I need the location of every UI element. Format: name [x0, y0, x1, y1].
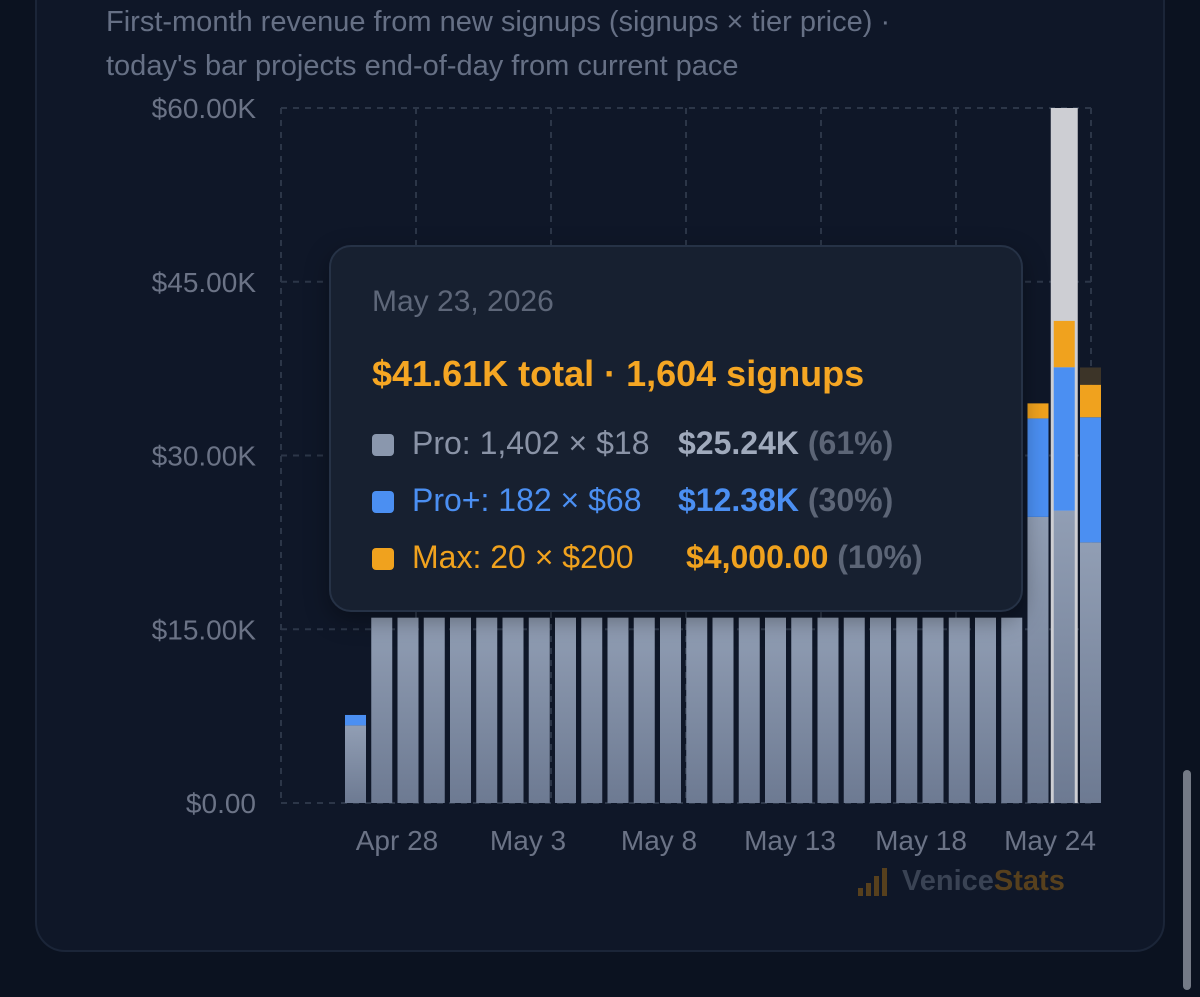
- tooltip-total: $41.61K total · 1,604 signups: [372, 353, 865, 394]
- bar-segment-pro: [712, 617, 734, 803]
- tooltip-date: May 23, 2026: [372, 285, 554, 318]
- tooltip-row-pro-plus: Pro+: 182 × $68 $12.38K (30%): [372, 482, 1012, 522]
- bar-chart-icon: [858, 868, 887, 896]
- bar-segment-pro: [1027, 516, 1049, 803]
- tooltip-row-amount-group: $4,000.00 (10%): [686, 539, 923, 576]
- tooltip-row-amount-group: $12.38K (30%): [678, 482, 893, 519]
- bar-segment-pro: [686, 617, 708, 803]
- chart-bars: [345, 108, 1101, 803]
- bar-segment-pro: [765, 617, 786, 803]
- y-axis-labels: $0.00 $15.00K $30.00K $45.00K $60.00K: [152, 93, 257, 819]
- pro-plus-swatch-icon: [372, 491, 394, 513]
- bar-segment-pro: [1001, 617, 1023, 803]
- tooltip-row-percent: (30%): [807, 482, 894, 518]
- x-axis-labels: Apr 28 May 3 May 8 May 13 May 18 May 24: [356, 825, 1096, 856]
- bar-segment-pro: [660, 617, 681, 803]
- chart-tooltip: May 23, 2026 $41.61K total · 1,604 signu…: [329, 245, 1023, 612]
- watermark-text: VeniceStats: [902, 865, 1065, 898]
- bar-segment-pro: [843, 617, 865, 803]
- tooltip-row-label: Max: 20 × $200: [412, 539, 634, 575]
- x-tick-label: May 8: [621, 825, 697, 856]
- bar-segment-pro: [870, 617, 891, 803]
- bar-segment-pro: [791, 617, 813, 803]
- bar-segment-max: [1053, 320, 1075, 368]
- watermark-part-1: Venice: [902, 864, 994, 897]
- bar-segment-pro: [607, 617, 629, 803]
- bar-segment-pro: [423, 617, 445, 803]
- page-scrollbar[interactable]: [1183, 770, 1191, 990]
- bar-segment-pro: [738, 617, 760, 803]
- bar-segment-pro: [817, 617, 839, 803]
- y-tick-label: $0.00: [186, 788, 256, 819]
- bar-segment-pro-plus: [1027, 418, 1049, 517]
- max-swatch-icon: [372, 548, 394, 570]
- bar-segment-pro: [476, 617, 498, 803]
- bar-segment-pro: [1080, 542, 1101, 803]
- bar-segment-max: [1027, 403, 1049, 419]
- venicestats-watermark: VeniceStats: [858, 862, 1065, 900]
- tooltip-row-amount-group: $25.24K (61%): [678, 425, 893, 462]
- tooltip-row-label: Pro: 1,402 × $18: [412, 425, 650, 461]
- bar-segment-pro: [896, 617, 918, 803]
- x-tick-label: Apr 28: [356, 825, 439, 856]
- bar-segment-pro: [975, 617, 996, 803]
- x-tick-label: May 3: [490, 825, 566, 856]
- bar-segment-pro: [528, 617, 550, 803]
- bar-segment-pro-plus: [1053, 367, 1075, 511]
- tooltip-row-amount: $12.38K: [678, 482, 799, 518]
- bar-segment-pro: [1053, 510, 1075, 803]
- tooltip-row-amount: $25.24K: [678, 425, 799, 461]
- y-tick-label: $45.00K: [152, 267, 257, 298]
- bar-segment-pro: [371, 617, 393, 803]
- tooltip-row-amount: $4,000.00: [686, 539, 829, 575]
- projection-segment: [1080, 367, 1101, 385]
- bar-segment-pro: [633, 617, 655, 803]
- bar-segment-pro: [502, 617, 524, 803]
- bar-segment-pro: [555, 617, 576, 803]
- bar-segment-max: [1080, 384, 1101, 418]
- bar-segment-pro-plus: [345, 714, 366, 726]
- bar-segment-pro: [450, 617, 471, 803]
- tooltip-row-percent: (61%): [807, 425, 894, 461]
- tooltip-row-max: Max: 20 × $200 $4,000.00 (10%): [372, 539, 1012, 579]
- y-tick-label: $60.00K: [152, 93, 257, 124]
- y-tick-label: $30.00K: [152, 441, 257, 472]
- tooltip-row-label: Pro+: 182 × $68: [412, 482, 642, 518]
- bar-segment-pro: [948, 617, 970, 803]
- subtitle-line-2: today's bar projects end-of-day from cur…: [106, 50, 739, 82]
- x-tick-label: May 24: [1004, 825, 1096, 856]
- bar-segment-pro: [581, 617, 603, 803]
- bar-segment-pro: [345, 725, 366, 803]
- y-tick-label: $15.00K: [152, 614, 257, 645]
- bar-segment-pro-plus: [1080, 417, 1101, 543]
- pro-swatch-icon: [372, 434, 394, 456]
- x-tick-label: May 13: [744, 825, 836, 856]
- bar-segment-pro: [397, 617, 419, 803]
- tooltip-row-percent: (10%): [837, 539, 923, 575]
- subtitle-line-1: First-month revenue from new signups (si…: [106, 6, 891, 38]
- tooltip-row-pro: Pro: 1,402 × $18 $25.24K (61%): [372, 425, 1012, 465]
- chart-subtitle: First-month revenue from new signups (si…: [106, 0, 1086, 88]
- watermark-part-2: Stats: [993, 864, 1065, 897]
- bar-segment-pro: [922, 617, 944, 803]
- x-tick-label: May 18: [875, 825, 967, 856]
